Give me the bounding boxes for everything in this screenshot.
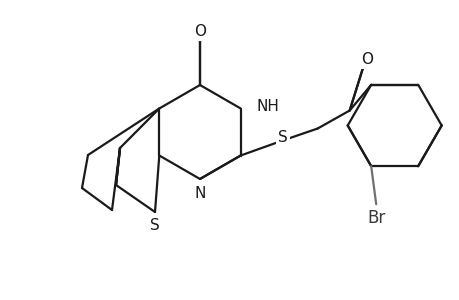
Text: N: N	[194, 185, 205, 200]
Text: S: S	[150, 218, 160, 233]
Text: O: O	[360, 52, 372, 67]
Text: NH: NH	[256, 99, 279, 114]
Text: O: O	[194, 23, 206, 38]
Text: Br: Br	[366, 209, 385, 227]
Text: S: S	[277, 130, 287, 145]
